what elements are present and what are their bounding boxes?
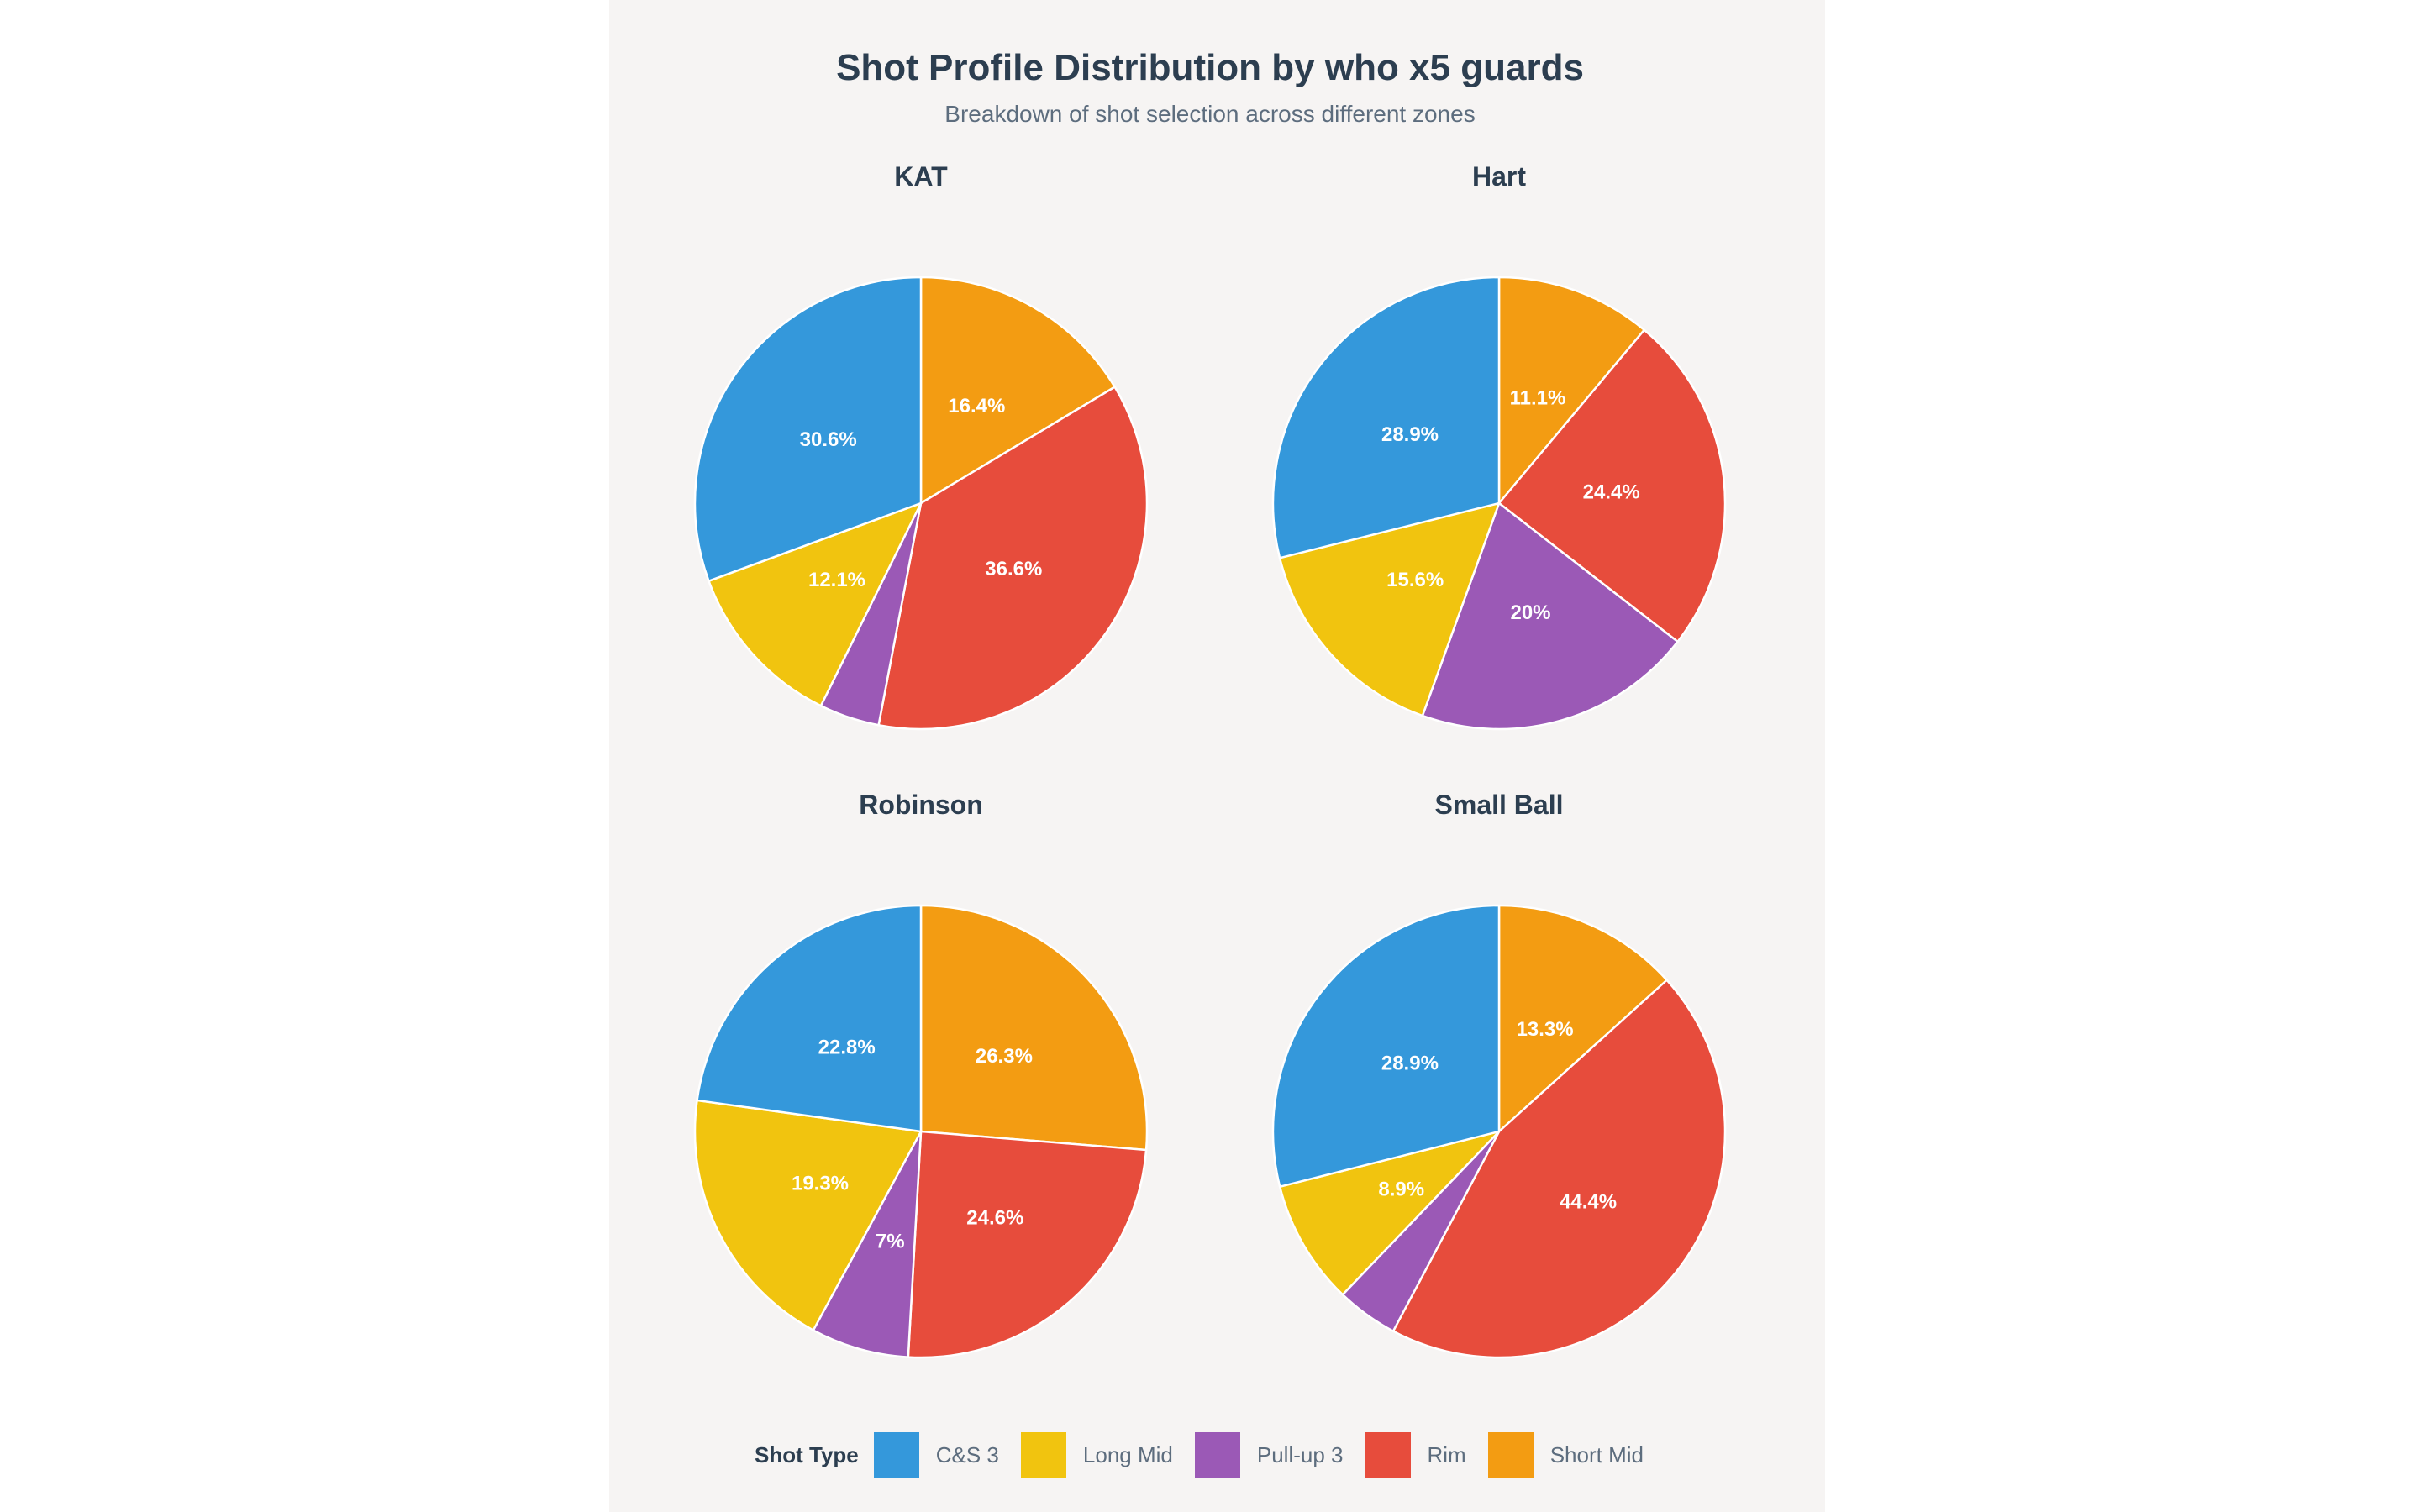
slice-label-small-ball-long-mid: 8.9% bbox=[1378, 1179, 1424, 1201]
slice-hart-pull-up-3 bbox=[1421, 501, 1679, 731]
pie-robinson: Robinson 26.3% 24.6% 7% 19.3% 22.8% bbox=[693, 790, 1149, 1359]
pie-title-kat: KAT bbox=[894, 161, 948, 192]
slice-robinson-c-s-3 bbox=[696, 904, 923, 1133]
legend-label-pullup3: Pull-up 3 bbox=[1256, 1441, 1344, 1467]
legend-item-cs3: C&S 3 bbox=[873, 1432, 999, 1478]
slice-small-ball-rim bbox=[1392, 979, 1727, 1359]
slice-hart-short-mid bbox=[1497, 276, 1646, 505]
legend-label-rim: Rim bbox=[1427, 1441, 1466, 1467]
slice-small-ball-c-s-3 bbox=[1271, 904, 1501, 1188]
legend-item-rim: Rim bbox=[1365, 1432, 1466, 1478]
legend-label-long-mid: Long Mid bbox=[1082, 1441, 1173, 1467]
slice-label-small-ball-short-mid: 13.3% bbox=[1517, 1018, 1574, 1041]
slice-label-hart-c-s-3: 28.9% bbox=[1381, 423, 1439, 446]
legend-title: Shot Type bbox=[755, 1441, 859, 1467]
slice-kat-long-mid bbox=[708, 501, 923, 707]
slice-label-hart-short-mid: 11.1% bbox=[1510, 387, 1566, 410]
slice-robinson-pull-up-3 bbox=[812, 1130, 923, 1358]
pie-title-hart: Hart bbox=[1472, 161, 1526, 192]
legend-swatch-rim bbox=[1365, 1432, 1411, 1478]
legend-item-long-mid: Long Mid bbox=[1020, 1432, 1173, 1478]
legend-swatch-long-mid bbox=[1020, 1432, 1066, 1478]
slice-hart-rim bbox=[1497, 328, 1727, 643]
slice-label-kat-long-mid: 12.1% bbox=[808, 569, 865, 591]
slice-kat-rim bbox=[877, 386, 1149, 731]
pie-title-small-ball: Small Ball bbox=[1435, 790, 1564, 820]
slice-label-kat-c-s-3: 30.6% bbox=[800, 428, 857, 451]
legend-item-short-mid: Short Mid bbox=[1487, 1432, 1644, 1478]
pie-hart: Hart 11.1% 24.4% 20% 15.6% 28.9% bbox=[1271, 161, 1727, 731]
legend-swatch-pullup3 bbox=[1194, 1432, 1240, 1478]
legend-label-short-mid: Short Mid bbox=[1549, 1441, 1644, 1467]
slice-hart-c-s-3 bbox=[1271, 276, 1501, 559]
legend-item-pullup3: Pull-up 3 bbox=[1194, 1432, 1344, 1478]
pie-title-robinson: Robinson bbox=[859, 790, 983, 820]
slice-label-robinson-short-mid: 26.3% bbox=[976, 1045, 1033, 1068]
slice-label-hart-long-mid: 15.6% bbox=[1386, 569, 1444, 591]
pie-kat: KAT 16.4% 36.6% 12.1% 30.6% bbox=[693, 161, 1149, 731]
slice-label-robinson-c-s-3: 22.8% bbox=[818, 1037, 876, 1059]
legend: Shot Type C&S 3 Long Mid Pull-up 3 Rim S… bbox=[0, 1431, 2420, 1478]
legend-swatch-cs3 bbox=[873, 1432, 919, 1478]
chart-subtitle: Breakdown of shot selection across diffe… bbox=[944, 101, 1476, 127]
slice-robinson-long-mid bbox=[693, 1099, 923, 1331]
slice-small-ball-long-mid bbox=[1278, 1130, 1501, 1296]
slice-label-hart-rim: 24.4% bbox=[1583, 481, 1640, 504]
slice-label-kat-short-mid: 16.4% bbox=[948, 395, 1005, 417]
slice-label-robinson-long-mid: 19.3% bbox=[792, 1173, 849, 1195]
slice-kat-c-s-3 bbox=[693, 276, 923, 582]
slice-label-small-ball-c-s-3: 28.9% bbox=[1381, 1052, 1439, 1074]
slice-label-robinson-rim: 24.6% bbox=[966, 1206, 1023, 1229]
slice-hart-long-mid bbox=[1278, 501, 1501, 717]
legend-label-cs3: C&S 3 bbox=[935, 1441, 999, 1467]
legend-swatch-short-mid bbox=[1487, 1432, 1534, 1478]
slice-robinson-short-mid bbox=[919, 904, 1149, 1152]
slice-robinson-rim bbox=[907, 1130, 1148, 1359]
slice-small-ball-short-mid bbox=[1497, 904, 1668, 1133]
slice-label-hart-pull-up-3: 20% bbox=[1510, 601, 1550, 624]
slice-label-small-ball-rim: 44.4% bbox=[1560, 1191, 1617, 1214]
slice-label-robinson-pull-up-3: 7% bbox=[876, 1230, 905, 1252]
chart-title: Shot Profile Distribution by who x5 guar… bbox=[836, 47, 1584, 88]
slice-kat-short-mid bbox=[919, 276, 1116, 505]
slice-label-kat-rim: 36.6% bbox=[985, 558, 1042, 580]
pie-small-ball: Small Ball 13.3% 44.4% 8.9% 28.9% bbox=[1271, 790, 1727, 1359]
